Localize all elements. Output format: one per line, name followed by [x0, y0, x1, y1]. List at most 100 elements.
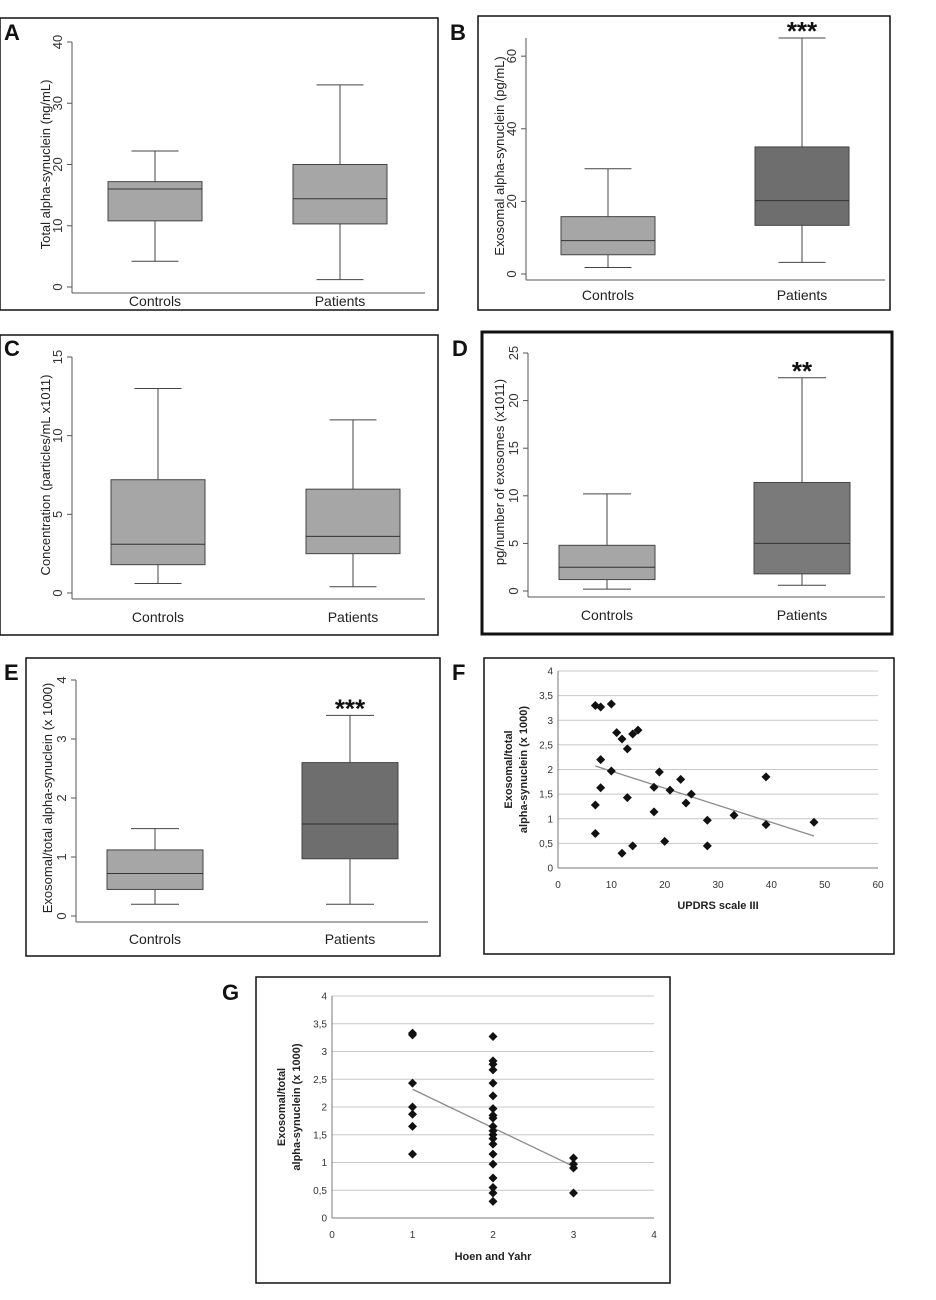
data-point: [809, 817, 819, 827]
x-tick-label: 1: [410, 1230, 416, 1241]
x-tick-label: 50: [819, 880, 831, 891]
category-label: Controls: [132, 609, 184, 625]
y-tick-label: 0: [547, 864, 553, 875]
data-point: [729, 810, 739, 820]
iqr-box: [292, 164, 388, 225]
data-point: [628, 729, 638, 739]
box-controls: [560, 168, 656, 268]
x-tick-label: 3: [571, 1230, 577, 1241]
y-tick-label: 3: [54, 735, 69, 742]
panel-letter: B: [450, 20, 466, 45]
iqr-box: [106, 849, 204, 890]
x-tick-label: 2: [490, 1230, 496, 1241]
y-axis-label: alpha-synuclein (x 1000): [518, 706, 530, 833]
panel-frame: [483, 657, 895, 955]
category-label: Patients: [777, 607, 828, 623]
y-tick-label: 2,5: [313, 1075, 327, 1086]
x-tick-label: 0: [555, 880, 561, 891]
box-patients: [292, 84, 388, 281]
data-point: [488, 1159, 498, 1169]
y-tick-label: 3,5: [313, 1019, 327, 1030]
y-tick-label: 0: [321, 1214, 327, 1225]
panel-frame: [255, 976, 671, 1284]
y-tick-label: 4: [54, 676, 69, 683]
y-tick-label: 2: [321, 1103, 327, 1114]
data-point: [676, 774, 686, 784]
data-point: [488, 1188, 498, 1198]
data-point: [702, 841, 712, 851]
data-point: [660, 836, 670, 846]
panel-c: C 0 5 10 15 Concentration (particles/mL x1011…: [0, 334, 439, 636]
data-point: [488, 1196, 498, 1206]
data-point: [408, 1030, 417, 1040]
data-point: [654, 767, 664, 777]
y-tick-label: 5: [506, 540, 521, 547]
box-patients: [753, 377, 851, 586]
box-controls: [558, 493, 656, 590]
y-axis-label: Exosomal alpha-synuclein (pg/mL): [492, 56, 507, 255]
y-tick-label: 5: [50, 511, 65, 518]
data-point: [590, 800, 600, 810]
y-tick-label: 3: [321, 1047, 327, 1058]
data-point: [596, 783, 606, 793]
y-axis-label: alpha-synuclein (x 1000): [291, 1043, 303, 1170]
data-point: [569, 1153, 578, 1163]
y-tick-label: 4: [321, 992, 327, 1003]
data-point: [408, 1149, 417, 1159]
panel-letter: D: [452, 336, 468, 361]
panel-letter: F: [452, 660, 465, 685]
panel-frame: [0, 334, 439, 636]
category-label: Patients: [325, 931, 376, 947]
data-point: [617, 734, 627, 744]
data-point: [681, 798, 691, 808]
y-tick-label: 20: [504, 194, 519, 208]
significance-marker: ***: [335, 693, 366, 723]
iqr-box: [558, 544, 656, 581]
y-tick-label: 15: [506, 441, 521, 455]
y-tick-label: 1: [54, 853, 69, 860]
y-tick-label: 2: [547, 765, 553, 776]
y-tick-label: 25: [506, 346, 521, 360]
panel-a: A 0 10 20 30 40 Total alpha-synuclein (ng/mL) C…: [0, 17, 439, 311]
y-axis-label: pg/number of exosomes (x1011): [492, 379, 507, 565]
iqr-box: [301, 762, 399, 860]
category-label: Controls: [582, 287, 634, 303]
data-point: [590, 829, 600, 839]
category-label: Controls: [581, 607, 633, 623]
category-label: Controls: [129, 293, 181, 309]
significance-marker: ***: [787, 16, 818, 46]
data-point: [617, 848, 627, 858]
data-point: [649, 782, 659, 792]
y-tick-label: 15: [50, 350, 65, 364]
data-point: [488, 1065, 498, 1075]
panel-letter: C: [4, 336, 20, 361]
iqr-box: [305, 488, 401, 555]
y-tick-label: 0: [54, 912, 69, 919]
data-point: [633, 725, 643, 735]
significance-marker: **: [792, 356, 813, 386]
data-point: [408, 1078, 417, 1088]
data-point: [606, 766, 616, 776]
data-point: [488, 1059, 498, 1069]
y-axis-label: Exosomal/total alpha-synuclein (x 1000): [40, 683, 55, 914]
y-tick-label: 0: [504, 270, 519, 277]
x-tick-label: 60: [872, 880, 884, 891]
panel-g: G 0 0,5 1 1,5 2 2,5 3 3,5 4 0 1 2 3 4 Hoen and Yahr Exos…: [222, 976, 671, 1284]
panel-letter: A: [4, 20, 20, 45]
y-tick-label: 0: [50, 589, 65, 596]
data-point: [569, 1163, 578, 1173]
data-point: [761, 820, 771, 830]
y-tick-label: 40: [50, 35, 65, 49]
iqr-box: [107, 181, 203, 222]
y-tick-label: 10: [506, 489, 521, 503]
y-tick-label: 2: [54, 794, 69, 801]
data-point: [596, 702, 606, 712]
box-controls: [110, 387, 206, 585]
x-axis-label: UPDRS scale III: [677, 900, 758, 912]
y-axis-label: Concentration (particles/mL x1011): [38, 375, 53, 576]
data-point: [612, 728, 622, 738]
